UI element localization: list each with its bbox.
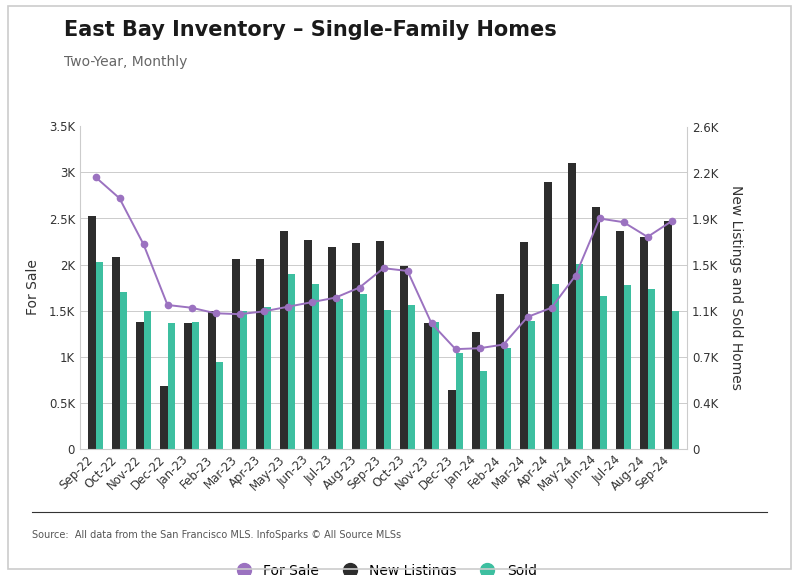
Bar	[264, 307, 272, 448]
For Sale	[235, 310, 244, 317]
Bar	[615, 231, 623, 448]
For Sale	[499, 341, 508, 348]
Bar	[96, 262, 103, 448]
Bar	[288, 274, 296, 448]
For Sale	[283, 304, 292, 310]
Bar	[455, 353, 463, 448]
For Sale	[163, 301, 173, 308]
Bar	[144, 310, 152, 448]
Bar	[184, 323, 192, 448]
Bar	[543, 182, 551, 448]
Bar	[192, 323, 200, 448]
For Sale	[523, 313, 532, 320]
Bar	[208, 310, 216, 448]
For Sale	[211, 310, 221, 317]
For Sale	[307, 299, 316, 306]
Bar	[423, 323, 431, 448]
Bar	[567, 163, 575, 448]
Bar	[312, 284, 320, 448]
For Sale	[570, 272, 580, 279]
Bar	[495, 294, 503, 448]
Bar	[479, 371, 487, 448]
Bar	[640, 237, 647, 448]
Bar	[575, 263, 583, 448]
Y-axis label: New Listings and Sold Homes: New Listings and Sold Homes	[729, 185, 744, 390]
Bar	[623, 285, 631, 448]
Bar	[232, 259, 240, 448]
For Sale	[547, 304, 556, 311]
Text: East Bay Inventory – Single-Family Homes: East Bay Inventory – Single-Family Homes	[64, 20, 557, 40]
Bar	[407, 305, 415, 448]
Bar	[328, 247, 336, 448]
Bar	[400, 266, 407, 448]
Bar	[647, 289, 655, 448]
For Sale	[666, 218, 676, 225]
For Sale	[403, 267, 412, 274]
Bar	[447, 390, 455, 448]
Bar	[376, 242, 384, 448]
Bar	[256, 259, 264, 448]
Bar	[671, 310, 679, 448]
Line: For Sale: For Sale	[93, 174, 674, 352]
Bar	[384, 309, 392, 448]
Bar	[503, 348, 511, 448]
Bar	[360, 294, 368, 448]
Y-axis label: For Sale: For Sale	[26, 259, 41, 316]
For Sale	[259, 308, 268, 315]
For Sale	[594, 215, 604, 222]
Bar	[527, 321, 535, 448]
Bar	[112, 257, 120, 448]
For Sale	[451, 346, 460, 352]
Bar	[168, 323, 176, 448]
Bar	[599, 296, 607, 448]
Bar	[664, 221, 671, 448]
For Sale	[355, 284, 364, 291]
Bar	[519, 243, 527, 448]
Bar	[352, 243, 360, 448]
For Sale	[642, 233, 652, 240]
For Sale	[427, 320, 436, 327]
For Sale	[115, 195, 125, 202]
Legend: For Sale, New Listings, Sold: For Sale, New Listings, Sold	[225, 558, 543, 575]
Bar	[304, 240, 312, 448]
For Sale	[187, 304, 197, 311]
Bar	[591, 208, 599, 448]
Text: Source:  All data from the San Francisco MLS. InfoSparks © All Source MLSs: Source: All data from the San Francisco …	[32, 531, 401, 540]
For Sale	[618, 218, 628, 225]
Bar	[240, 312, 248, 448]
For Sale	[475, 345, 484, 352]
Bar	[120, 292, 127, 448]
Bar	[336, 300, 344, 448]
Text: Two-Year, Monthly: Two-Year, Monthly	[64, 55, 187, 68]
For Sale	[139, 241, 149, 248]
Bar	[136, 321, 144, 448]
Bar	[431, 323, 439, 448]
Bar	[471, 332, 479, 448]
For Sale	[91, 174, 101, 181]
Bar	[88, 216, 96, 448]
For Sale	[331, 294, 340, 301]
Bar	[280, 231, 288, 448]
Bar	[216, 362, 224, 448]
Bar	[160, 386, 168, 449]
Bar	[551, 284, 559, 448]
For Sale	[379, 264, 388, 271]
